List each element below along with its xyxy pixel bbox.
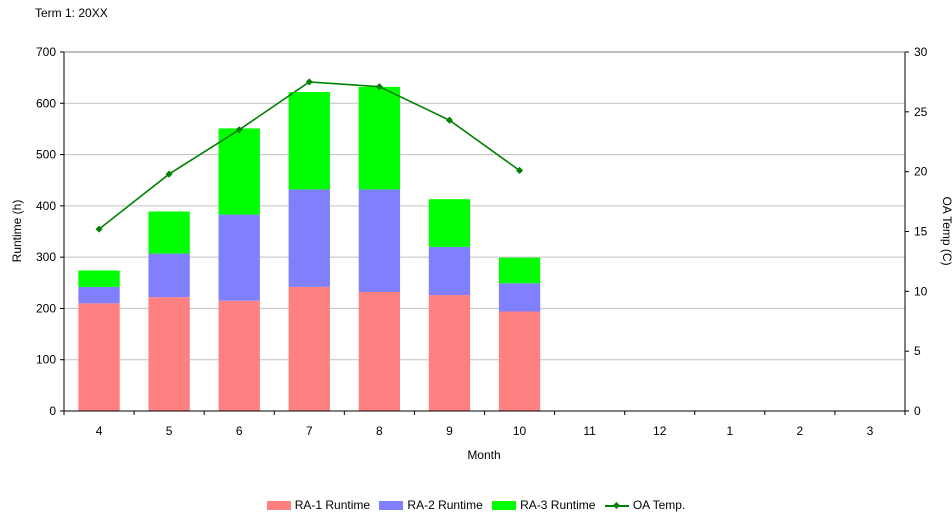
stacked-bar-line-chart: 0 100 200 300 400 500 600 700 0 5 10 15 20 25 30 4 5 6 7 8 9… <box>10 45 952 462</box>
bar-s0-7 <box>288 286 330 411</box>
legend-swatch-ra1 <box>266 500 291 510</box>
bar-s2-10 <box>498 257 541 284</box>
bar-s1-6 <box>218 214 260 301</box>
gridlines <box>64 51 905 361</box>
chart-title: Term 1: 20XX <box>35 6 108 20</box>
bar-s0-9 <box>428 295 471 411</box>
x-tick-label-11: 11 <box>583 424 596 438</box>
bar-s0-8 <box>358 292 401 411</box>
y-tick-label-6: 600 <box>36 96 56 110</box>
line-point-0-4 <box>375 83 383 91</box>
legend-item-ra3: RA-3 Runtime <box>492 498 595 512</box>
axes: 0 100 200 300 400 500 600 700 0 5 10 15 20 25 30 4 5 6 7 8 9… <box>36 45 928 438</box>
bar-s2-9 <box>428 199 471 247</box>
x-tick-label-9: 9 <box>446 424 453 438</box>
legend-label-oa-temp: OA Temp. <box>632 498 686 512</box>
line-point-0-1 <box>165 170 173 178</box>
y-tick-label-3: 300 <box>36 250 56 264</box>
y2-axis-label: OA Temp (C) <box>940 196 952 265</box>
x-axis-label: Month <box>467 448 500 462</box>
bar-s1-4 <box>78 286 120 304</box>
bar-s0-4 <box>78 303 120 411</box>
legend-label-ra2: RA-2 Runtime <box>407 498 483 512</box>
bar-s2-5 <box>148 211 190 254</box>
y-tick-label-2: 200 <box>36 301 56 315</box>
x-tick-label-3: 3 <box>867 424 874 438</box>
x-tick-label-7: 7 <box>306 424 313 438</box>
x-tick-label-4: 4 <box>96 424 103 438</box>
y-tick-label-7: 700 <box>36 45 56 59</box>
x-tick-label-6: 6 <box>236 424 243 438</box>
y2-tick-label-4: 20 <box>914 165 928 179</box>
x-tick-label-12: 12 <box>653 424 667 438</box>
legend-swatch-ra3 <box>492 500 517 510</box>
bar-s2-4 <box>78 270 120 287</box>
legend-item-ra2: RA-2 Runtime <box>379 498 483 512</box>
legend-item-ra1: RA-1 Runtime <box>266 498 371 512</box>
line-point-0-0 <box>95 225 103 233</box>
y2-tick-label-6: 30 <box>914 45 928 59</box>
line-point-0-5 <box>445 116 453 124</box>
y-axis-label: Runtime (h) <box>10 200 24 263</box>
y-tick-label-4: 400 <box>36 199 56 213</box>
y-tick-label-5: 500 <box>36 148 56 162</box>
x-tick-label-10: 10 <box>513 424 527 438</box>
bar-layer <box>78 86 541 411</box>
y-tick-label-0: 0 <box>49 404 56 418</box>
y2-tick-label-2: 10 <box>914 284 928 298</box>
bar-s0-6 <box>218 300 260 411</box>
line-point-0-6 <box>516 166 524 175</box>
x-tick-label-2: 2 <box>797 424 804 438</box>
y2-tick-label-0: 0 <box>914 404 921 418</box>
legend-swatch-oa-temp <box>604 501 629 510</box>
legend-swatch-ra2 <box>379 500 404 510</box>
x-tick-label-1: 1 <box>726 424 733 438</box>
bar-s2-7 <box>288 92 330 190</box>
y2-tick-label-5: 25 <box>914 105 928 119</box>
bar-s1-5 <box>148 253 190 298</box>
y2-tick-label-3: 15 <box>914 225 928 239</box>
bar-s2-8 <box>358 86 401 190</box>
y-tick-label-1: 100 <box>36 353 56 367</box>
legend-label-ra1: RA-1 Runtime <box>294 498 371 512</box>
bar-s1-8 <box>358 189 401 293</box>
line-layer <box>95 78 524 233</box>
legend-item-oa-temp: OA Temp. <box>604 498 686 512</box>
bar-s2-6 <box>218 128 260 215</box>
line-point-0-3 <box>305 78 313 86</box>
bar-s1-7 <box>288 189 330 287</box>
y2-tick-label-1: 5 <box>914 344 921 358</box>
x-tick-label-5: 5 <box>166 424 173 438</box>
plot-frame <box>63 51 906 412</box>
legend-label-ra3: RA-3 Runtime <box>520 498 596 512</box>
bar-s1-9 <box>428 246 471 296</box>
bar-s0-10 <box>498 311 541 411</box>
x-tick-label-8: 8 <box>376 424 383 438</box>
legend: RA-1 Runtime RA-2 Runtime RA-3 Runtime O… <box>0 498 952 513</box>
bar-s1-10 <box>498 283 541 312</box>
bar-s0-5 <box>148 297 190 411</box>
